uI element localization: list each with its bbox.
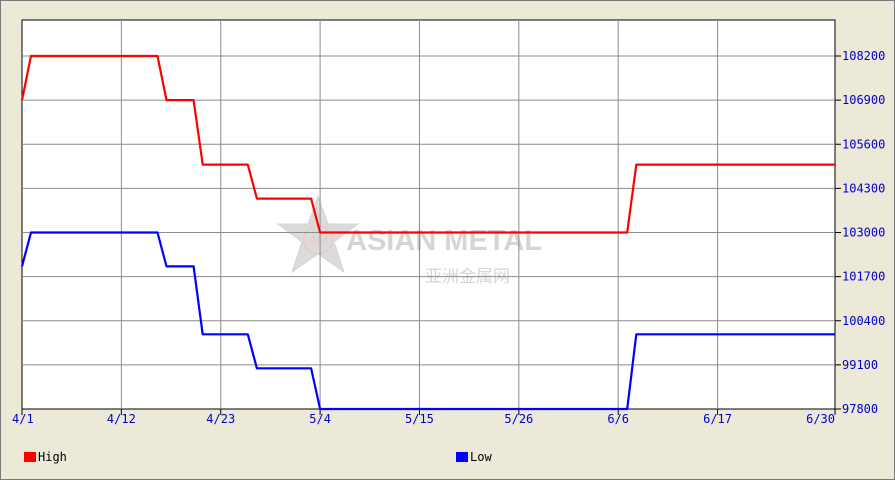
x-tick-label: 4/23 bbox=[206, 412, 235, 426]
y-tick-label: 97800 bbox=[842, 402, 878, 416]
x-tick-label: 6/6 bbox=[607, 412, 629, 426]
legend-swatch-low bbox=[456, 452, 468, 462]
y-tick-label: 105600 bbox=[842, 137, 885, 151]
watermark-logo-text: AM bbox=[308, 233, 328, 248]
grid-lines bbox=[22, 20, 835, 409]
plot-area bbox=[21, 19, 836, 410]
y-axis-ticks: 108200 106900 105600 104300 103000 101700 1004… bbox=[835, 49, 885, 416]
watermark-brand-cn: 亚洲金属网 bbox=[425, 267, 510, 287]
x-axis-ticks: 4/1 4/12 4/23 5/4 5/15 5/26 6/6 6/17 6/30 bbox=[12, 409, 836, 426]
y-tick-label: 100400 bbox=[842, 314, 885, 328]
x-tick-label: 5/4 bbox=[309, 412, 331, 426]
x-tick-label: 6/17 bbox=[703, 412, 732, 426]
x-tick-label: 5/15 bbox=[405, 412, 434, 426]
y-tick-label: 104300 bbox=[842, 181, 885, 195]
y-tick-label: 106900 bbox=[842, 93, 885, 107]
legend-swatch-high bbox=[24, 452, 36, 462]
y-tick-label: 103000 bbox=[842, 226, 885, 240]
watermark: AM ASIAN METAL 亚洲金属网 bbox=[276, 194, 542, 287]
x-tick-label: 5/26 bbox=[504, 412, 533, 426]
x-tick-label: 6/30 bbox=[806, 412, 835, 426]
legend-item-low: Low bbox=[456, 450, 492, 464]
legend-label-high: High bbox=[38, 450, 67, 464]
watermark-star-logo bbox=[276, 194, 360, 274]
watermark-brand-text: ASIAN METAL bbox=[346, 225, 542, 257]
x-tick-label: 4/1 bbox=[12, 412, 34, 426]
y-tick-label: 99100 bbox=[842, 358, 878, 372]
series-layer bbox=[20, 54, 835, 411]
series-line-high bbox=[20, 54, 835, 234]
legend-item-high: High bbox=[24, 450, 67, 464]
y-tick-label: 101700 bbox=[842, 270, 885, 284]
y-tick-label: 108200 bbox=[842, 49, 885, 63]
series-line-low bbox=[20, 231, 835, 411]
x-tick-label: 4/12 bbox=[107, 412, 136, 426]
legend-label-low: Low bbox=[470, 450, 492, 464]
